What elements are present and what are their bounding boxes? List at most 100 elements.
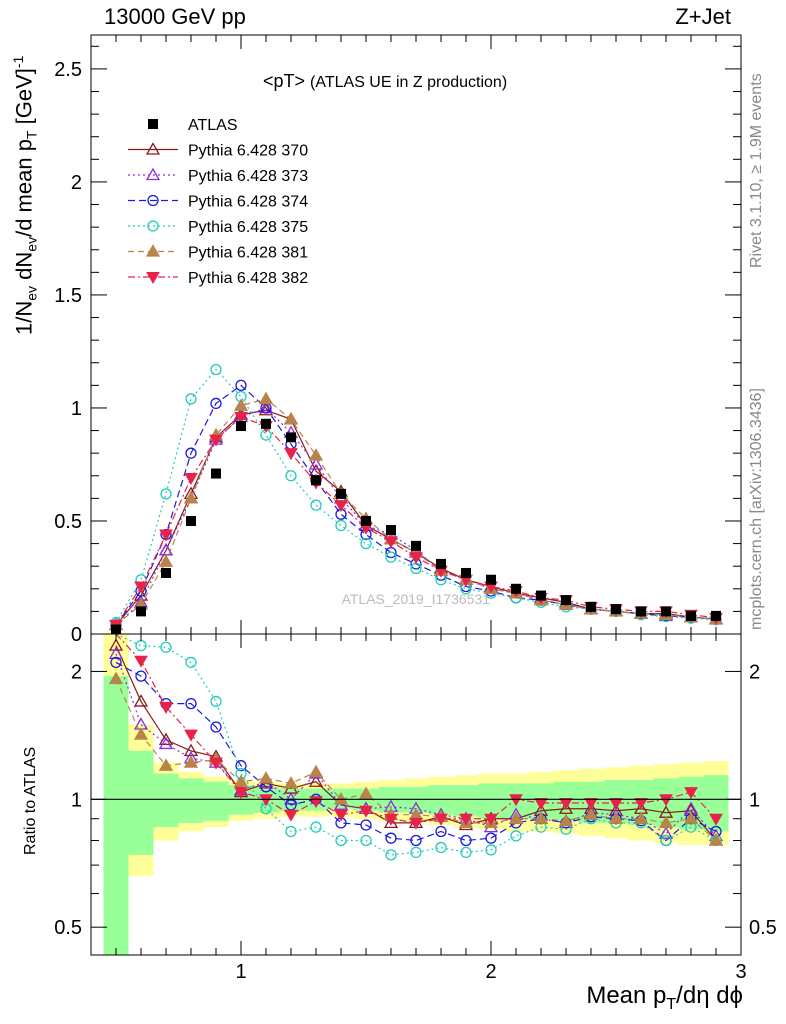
legend-marker [145,167,161,181]
ratio-point [508,811,524,824]
data-point [586,601,596,612]
x-axis-label: Mean pT/dη dϕ [586,982,743,1013]
ratio-line [115,661,717,842]
ratio-point [335,834,347,847]
band-green-bin [128,750,154,855]
ratio-point [135,670,147,682]
data-point [186,515,196,526]
data-point [486,574,496,585]
ratio-point [183,743,199,757]
data-point [361,515,371,526]
data-point [161,567,171,578]
ratio-point [608,811,624,824]
ratio-point [210,695,222,708]
ratio-point [534,798,548,811]
legend-label: Pythia 6.428 373 [188,168,308,185]
ratio-point [283,776,299,789]
ratio-point [583,807,599,820]
data-point [711,610,721,621]
ratio-point [460,834,472,847]
series-point [258,402,274,416]
series-point [158,554,174,567]
y-tick-label: 1.5 [54,285,82,307]
legend-marker [146,272,160,285]
ratio-point [259,794,273,807]
ratio-point [185,697,197,710]
series-point [384,536,398,549]
ratio-y-tick-label: 1 [71,789,82,811]
ratio-y-tick-label-right: 2 [749,661,760,683]
series-point [285,470,297,482]
ratio-point [435,841,447,854]
series-point [258,391,274,405]
main-plot: ATLAS_2019_I1736531 <pT> (ATLAS UE in Z p… [108,71,724,635]
ratio-point [158,736,174,750]
ratio-y-tick-label: 2 [71,661,82,683]
ratio-point [360,819,372,831]
ratio-point [684,787,698,800]
legend-marker [147,220,159,232]
ratio-point [308,764,324,778]
data-point [611,604,621,615]
legend-label: Pythia 6.428 375 [188,219,308,236]
ratio-point [234,787,248,800]
ratio-point [183,755,199,768]
series-point [184,473,198,486]
ratio-point [435,825,447,838]
ratio-point [410,846,422,859]
ratio-point [484,813,498,826]
ratio-point [235,760,247,772]
ratio-point [233,774,249,787]
energy-label: 13000 GeV pp [104,4,246,29]
series-point [209,434,223,447]
ratio-point [559,798,573,811]
data-point [261,418,271,429]
ratio-point [384,813,398,826]
ratio-y-tick-label-right: 0.5 [749,917,777,939]
y-tick-label: 2.5 [54,59,82,81]
ratio-point [359,805,373,818]
process-label: Z+Jet [675,4,731,29]
data-point [686,610,696,621]
series-point [210,363,222,376]
data-point [386,525,396,536]
data-point [511,583,521,594]
ratio-point [434,813,448,826]
series-point [183,491,199,504]
x-tick-label: 1 [235,961,246,983]
ratio-point [633,811,649,824]
legend-label-data: ATLAS [188,117,238,134]
ratio-plot [91,633,741,861]
ratio-point [708,833,724,846]
ratio-point [308,774,324,787]
ratio-point [584,798,598,811]
series-point [234,412,248,425]
data-point [236,421,246,432]
ratio-point [509,794,523,807]
ratio-point [683,811,699,824]
ratio-point [510,830,522,842]
ratio-point [158,758,174,771]
ratio-point [310,821,322,833]
y-tick-label: 2 [71,172,82,194]
ratio-uncertainty-band [103,634,729,955]
series-line [115,384,717,626]
series-point [334,500,348,513]
y-tick-label: 0 [71,624,82,646]
ratio-point [284,809,298,822]
series-point [210,397,222,410]
ratio-point [210,721,222,733]
legend-label: Pythia 6.428 374 [188,194,308,211]
data-point [636,606,646,617]
band-green-bin [103,676,129,955]
data-point [336,488,346,499]
ratio-point [634,798,648,811]
ratio-point [285,825,297,838]
ratio-point [108,638,124,651]
ratio-point [333,791,349,805]
ratio-point [184,729,198,742]
series-point [235,379,247,392]
ratio-point [385,832,397,844]
data-point [136,606,146,617]
legend-marker [147,194,159,207]
